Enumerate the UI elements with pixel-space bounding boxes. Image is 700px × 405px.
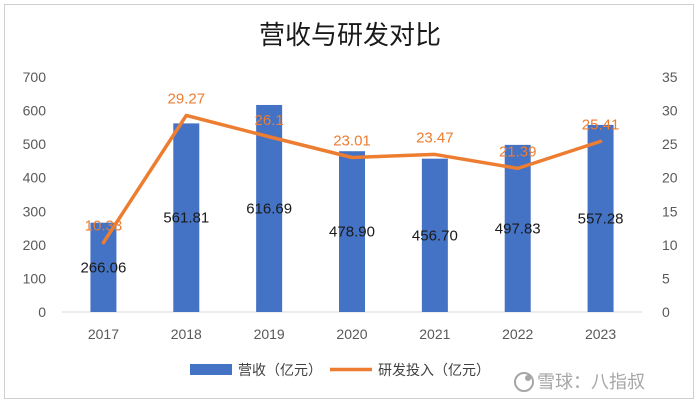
x-tick-label: 2021 <box>419 326 450 342</box>
legend-label-line: 研发投入（亿元） <box>378 363 490 379</box>
snowball-logo-icon <box>514 372 534 392</box>
bar-data-labels: 266.06 561.81 616.69 478.90 456.70 497.83 557.… <box>80 200 623 276</box>
x-tick-label: 2018 <box>171 326 202 342</box>
legend-swatch-bar <box>190 364 232 375</box>
line-value-label: 25.41 <box>582 116 620 133</box>
line-series <box>101 113 603 245</box>
bar-value-label: 561.81 <box>163 210 209 227</box>
bar <box>587 124 614 312</box>
x-tick-label: 2020 <box>336 326 367 342</box>
right-tick-label: 35 <box>662 69 678 85</box>
bar-value-label: 497.83 <box>495 220 541 237</box>
legend-label-bar: 营收（亿元） <box>238 363 322 379</box>
bar <box>504 144 531 312</box>
chart-title: 营收与研发对比 <box>259 21 441 51</box>
right-tick-label: 0 <box>662 304 670 320</box>
x-axis: 2017 2018 2019 2020 2021 2022 2023 <box>88 326 617 342</box>
bar <box>339 151 365 312</box>
bar <box>173 123 200 312</box>
left-tick-label: 500 <box>23 136 47 152</box>
x-tick-label: 2017 <box>88 326 119 342</box>
x-tick-label: 2022 <box>502 326 533 342</box>
bar <box>421 158 448 312</box>
right-tick-label: 20 <box>662 170 678 186</box>
bar-value-label: 557.28 <box>578 210 624 227</box>
watermark-text: 雪球：八指叔 <box>537 372 645 393</box>
right-tick-label: 30 <box>662 103 678 119</box>
bar-value-label: 266.06 <box>80 259 126 276</box>
line-data-labels: 10.33 29.27 26.1 23.01 23.47 21.39 25.41 <box>85 90 620 234</box>
left-tick-label: 600 <box>23 103 47 119</box>
left-tick-label: 400 <box>23 170 47 186</box>
line-value-label: 26.1 <box>255 112 284 129</box>
line-value-label: 23.47 <box>416 129 454 146</box>
right-tick-label: 25 <box>662 136 678 152</box>
right-tick-label: 5 <box>662 270 670 286</box>
right-axis: 0 5 10 15 20 25 30 35 <box>662 69 678 320</box>
x-tick-label: 2019 <box>254 326 285 342</box>
left-tick-label: 200 <box>23 237 47 253</box>
bar <box>90 222 117 312</box>
left-tick-label: 300 <box>23 203 47 219</box>
right-tick-label: 10 <box>662 237 678 253</box>
left-tick-label: 0 <box>38 304 46 320</box>
bar-value-label: 616.69 <box>246 200 292 217</box>
line-value-label: 21.39 <box>499 143 537 160</box>
left-tick-label: 700 <box>23 69 47 85</box>
line-value-label: 23.01 <box>333 133 371 150</box>
bar-value-label: 456.70 <box>412 227 458 244</box>
right-tick-label: 15 <box>662 203 678 219</box>
bar-value-label: 478.90 <box>329 224 375 241</box>
watermark: 雪球：八指叔 <box>514 372 645 393</box>
left-tick-label: 100 <box>23 270 47 286</box>
line-value-label: 29.27 <box>168 90 206 107</box>
line-value-label: 10.33 <box>85 218 123 235</box>
legend: 营收（亿元） 研发投入（亿元） <box>190 363 490 379</box>
x-tick-label: 2023 <box>585 326 616 342</box>
left-axis: 0 100 200 300 400 500 600 700 <box>23 69 47 320</box>
